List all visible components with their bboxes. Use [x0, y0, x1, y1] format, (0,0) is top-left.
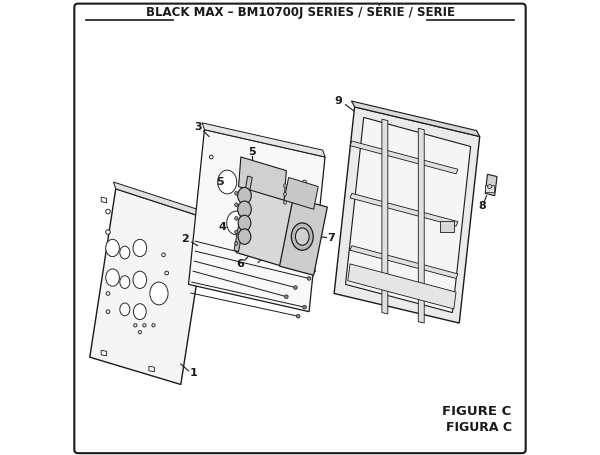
Ellipse shape [487, 185, 492, 188]
Ellipse shape [227, 211, 246, 235]
Ellipse shape [150, 282, 168, 305]
Ellipse shape [106, 269, 119, 286]
Ellipse shape [284, 295, 288, 298]
Ellipse shape [161, 253, 166, 257]
Polygon shape [334, 107, 480, 323]
Ellipse shape [303, 305, 307, 309]
Text: 1: 1 [189, 368, 197, 378]
Ellipse shape [133, 271, 146, 288]
FancyBboxPatch shape [74, 4, 526, 453]
Polygon shape [188, 130, 325, 312]
Text: 4: 4 [219, 222, 227, 232]
Text: FIGURE C: FIGURE C [442, 405, 512, 418]
Ellipse shape [254, 222, 273, 246]
Polygon shape [350, 193, 458, 226]
Ellipse shape [245, 182, 264, 205]
Polygon shape [236, 182, 295, 266]
Polygon shape [352, 101, 480, 136]
Polygon shape [485, 174, 497, 196]
Polygon shape [350, 141, 458, 174]
Ellipse shape [133, 239, 146, 257]
Polygon shape [90, 189, 207, 384]
Ellipse shape [106, 310, 110, 313]
Ellipse shape [283, 201, 287, 204]
Ellipse shape [120, 276, 130, 288]
Ellipse shape [283, 184, 287, 187]
Ellipse shape [120, 246, 130, 259]
Polygon shape [101, 350, 107, 356]
Polygon shape [418, 128, 424, 323]
FancyBboxPatch shape [440, 221, 454, 232]
Ellipse shape [138, 330, 142, 334]
Text: BLACK MAX – BM10700J SERIES / SÉRIE / SERIE: BLACK MAX – BM10700J SERIES / SÉRIE / SE… [146, 5, 455, 19]
Polygon shape [348, 264, 456, 309]
Ellipse shape [303, 180, 307, 184]
Ellipse shape [134, 324, 137, 327]
Ellipse shape [312, 269, 316, 273]
Ellipse shape [235, 203, 238, 207]
Ellipse shape [235, 242, 238, 245]
Ellipse shape [235, 192, 238, 195]
Polygon shape [101, 197, 107, 203]
Ellipse shape [307, 277, 311, 280]
Ellipse shape [281, 236, 301, 260]
Ellipse shape [238, 215, 251, 231]
Ellipse shape [238, 187, 251, 204]
Polygon shape [346, 117, 470, 313]
Ellipse shape [106, 209, 110, 214]
FancyBboxPatch shape [485, 185, 494, 192]
Polygon shape [149, 366, 154, 372]
Polygon shape [382, 119, 388, 314]
Ellipse shape [235, 230, 238, 234]
Text: 6: 6 [236, 259, 244, 269]
Text: 9: 9 [335, 96, 343, 106]
Ellipse shape [106, 230, 110, 234]
Ellipse shape [238, 229, 251, 244]
Text: FIGURA C: FIGURA C [446, 421, 512, 434]
Text: 5: 5 [216, 177, 224, 187]
Ellipse shape [292, 223, 313, 250]
Ellipse shape [293, 286, 297, 289]
Ellipse shape [133, 304, 146, 319]
Polygon shape [284, 177, 318, 209]
Ellipse shape [218, 170, 237, 194]
Ellipse shape [295, 228, 309, 245]
Ellipse shape [120, 303, 130, 316]
Ellipse shape [238, 201, 251, 217]
Polygon shape [280, 198, 328, 275]
Text: 7: 7 [327, 233, 335, 243]
Polygon shape [350, 246, 458, 278]
Text: 5: 5 [248, 147, 256, 157]
Polygon shape [113, 182, 207, 218]
Text: 3: 3 [194, 122, 202, 132]
Ellipse shape [152, 324, 155, 327]
Ellipse shape [209, 155, 213, 159]
Text: 2: 2 [181, 234, 189, 244]
Ellipse shape [235, 217, 238, 220]
Text: 8: 8 [478, 201, 486, 211]
Ellipse shape [106, 239, 119, 257]
Ellipse shape [296, 314, 300, 318]
Polygon shape [202, 123, 325, 157]
Ellipse shape [106, 292, 110, 295]
Ellipse shape [165, 271, 169, 275]
Polygon shape [234, 176, 252, 252]
Ellipse shape [143, 324, 146, 327]
Polygon shape [239, 157, 286, 200]
Ellipse shape [283, 192, 287, 196]
